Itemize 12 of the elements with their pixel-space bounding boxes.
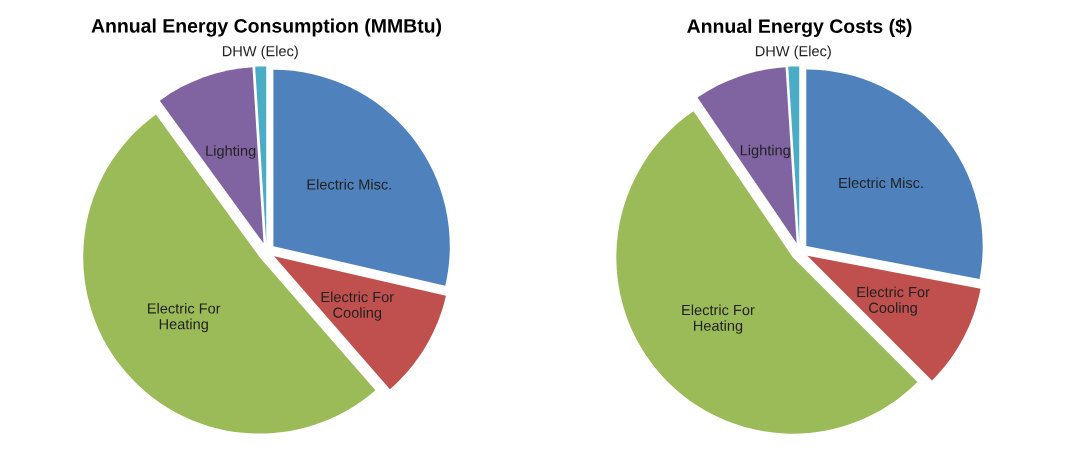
slice-label: Electric Misc. [839, 177, 923, 189]
slice-label: DHW (Elec) [755, 45, 831, 60]
slice-label: Lighting [206, 145, 256, 159]
slice-label: Electric For Cooling [321, 291, 394, 321]
slice-label: DHW (Elec) [222, 45, 298, 60]
slice-label: Lighting [740, 144, 790, 159]
chart-title: Annual Energy Costs ($) [687, 18, 912, 37]
slice-label: Electric For Heating [682, 304, 755, 334]
slice-label: Electric For Heating [148, 302, 221, 333]
slice-label: Electric Misc. [307, 178, 391, 190]
slice-label: Electric For Cooling [857, 286, 930, 316]
chart-title: Annual Energy Consumption (MMBtu) [91, 18, 442, 37]
